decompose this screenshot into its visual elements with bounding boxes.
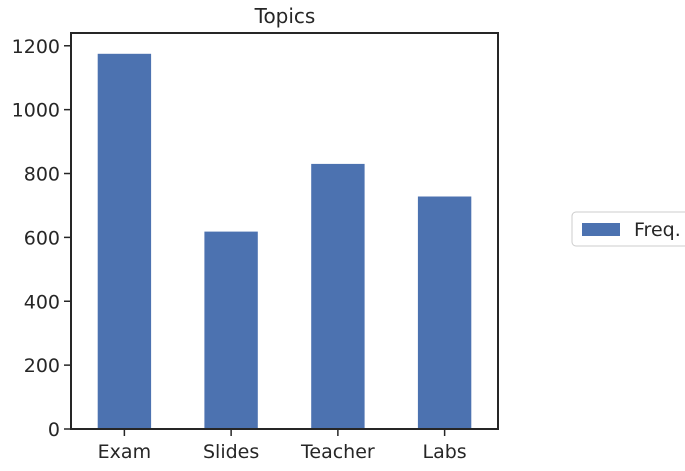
x-tick-label-exam: Exam: [98, 441, 151, 463]
legend-box: [571, 211, 685, 247]
x-tick-label-teacher: Teacher: [300, 441, 375, 463]
chart-title: Topics: [254, 4, 316, 28]
x-tick-label-labs: Labs: [423, 441, 467, 463]
legend-swatch-freq: [582, 223, 620, 236]
plot-frame: [70, 32, 499, 430]
y-tick-label-1000: 1000: [12, 100, 60, 122]
y-tick-label-0: 0: [48, 419, 60, 441]
y-tick-label-400: 400: [24, 291, 60, 313]
legend-label-freq: Freq.: [634, 219, 681, 241]
y-tick-label-200: 200: [24, 355, 60, 377]
legend: Freq.: [571, 211, 685, 247]
bar-slides: [204, 231, 258, 429]
bars-group: [97, 53, 472, 430]
x-axis: Exam Slides Teacher Labs: [98, 429, 467, 463]
x-tick-label-slides: Slides: [203, 441, 259, 463]
y-axis: 0 200 400 600 800 1000 1200: [12, 36, 71, 441]
y-tick-label-1200: 1200: [12, 36, 60, 58]
y-tick-label-600: 600: [24, 227, 60, 249]
bar-teacher: [311, 163, 365, 429]
bar-labs: [417, 196, 472, 429]
y-tick-label-800: 800: [24, 164, 60, 186]
bar-exam: [97, 53, 152, 430]
